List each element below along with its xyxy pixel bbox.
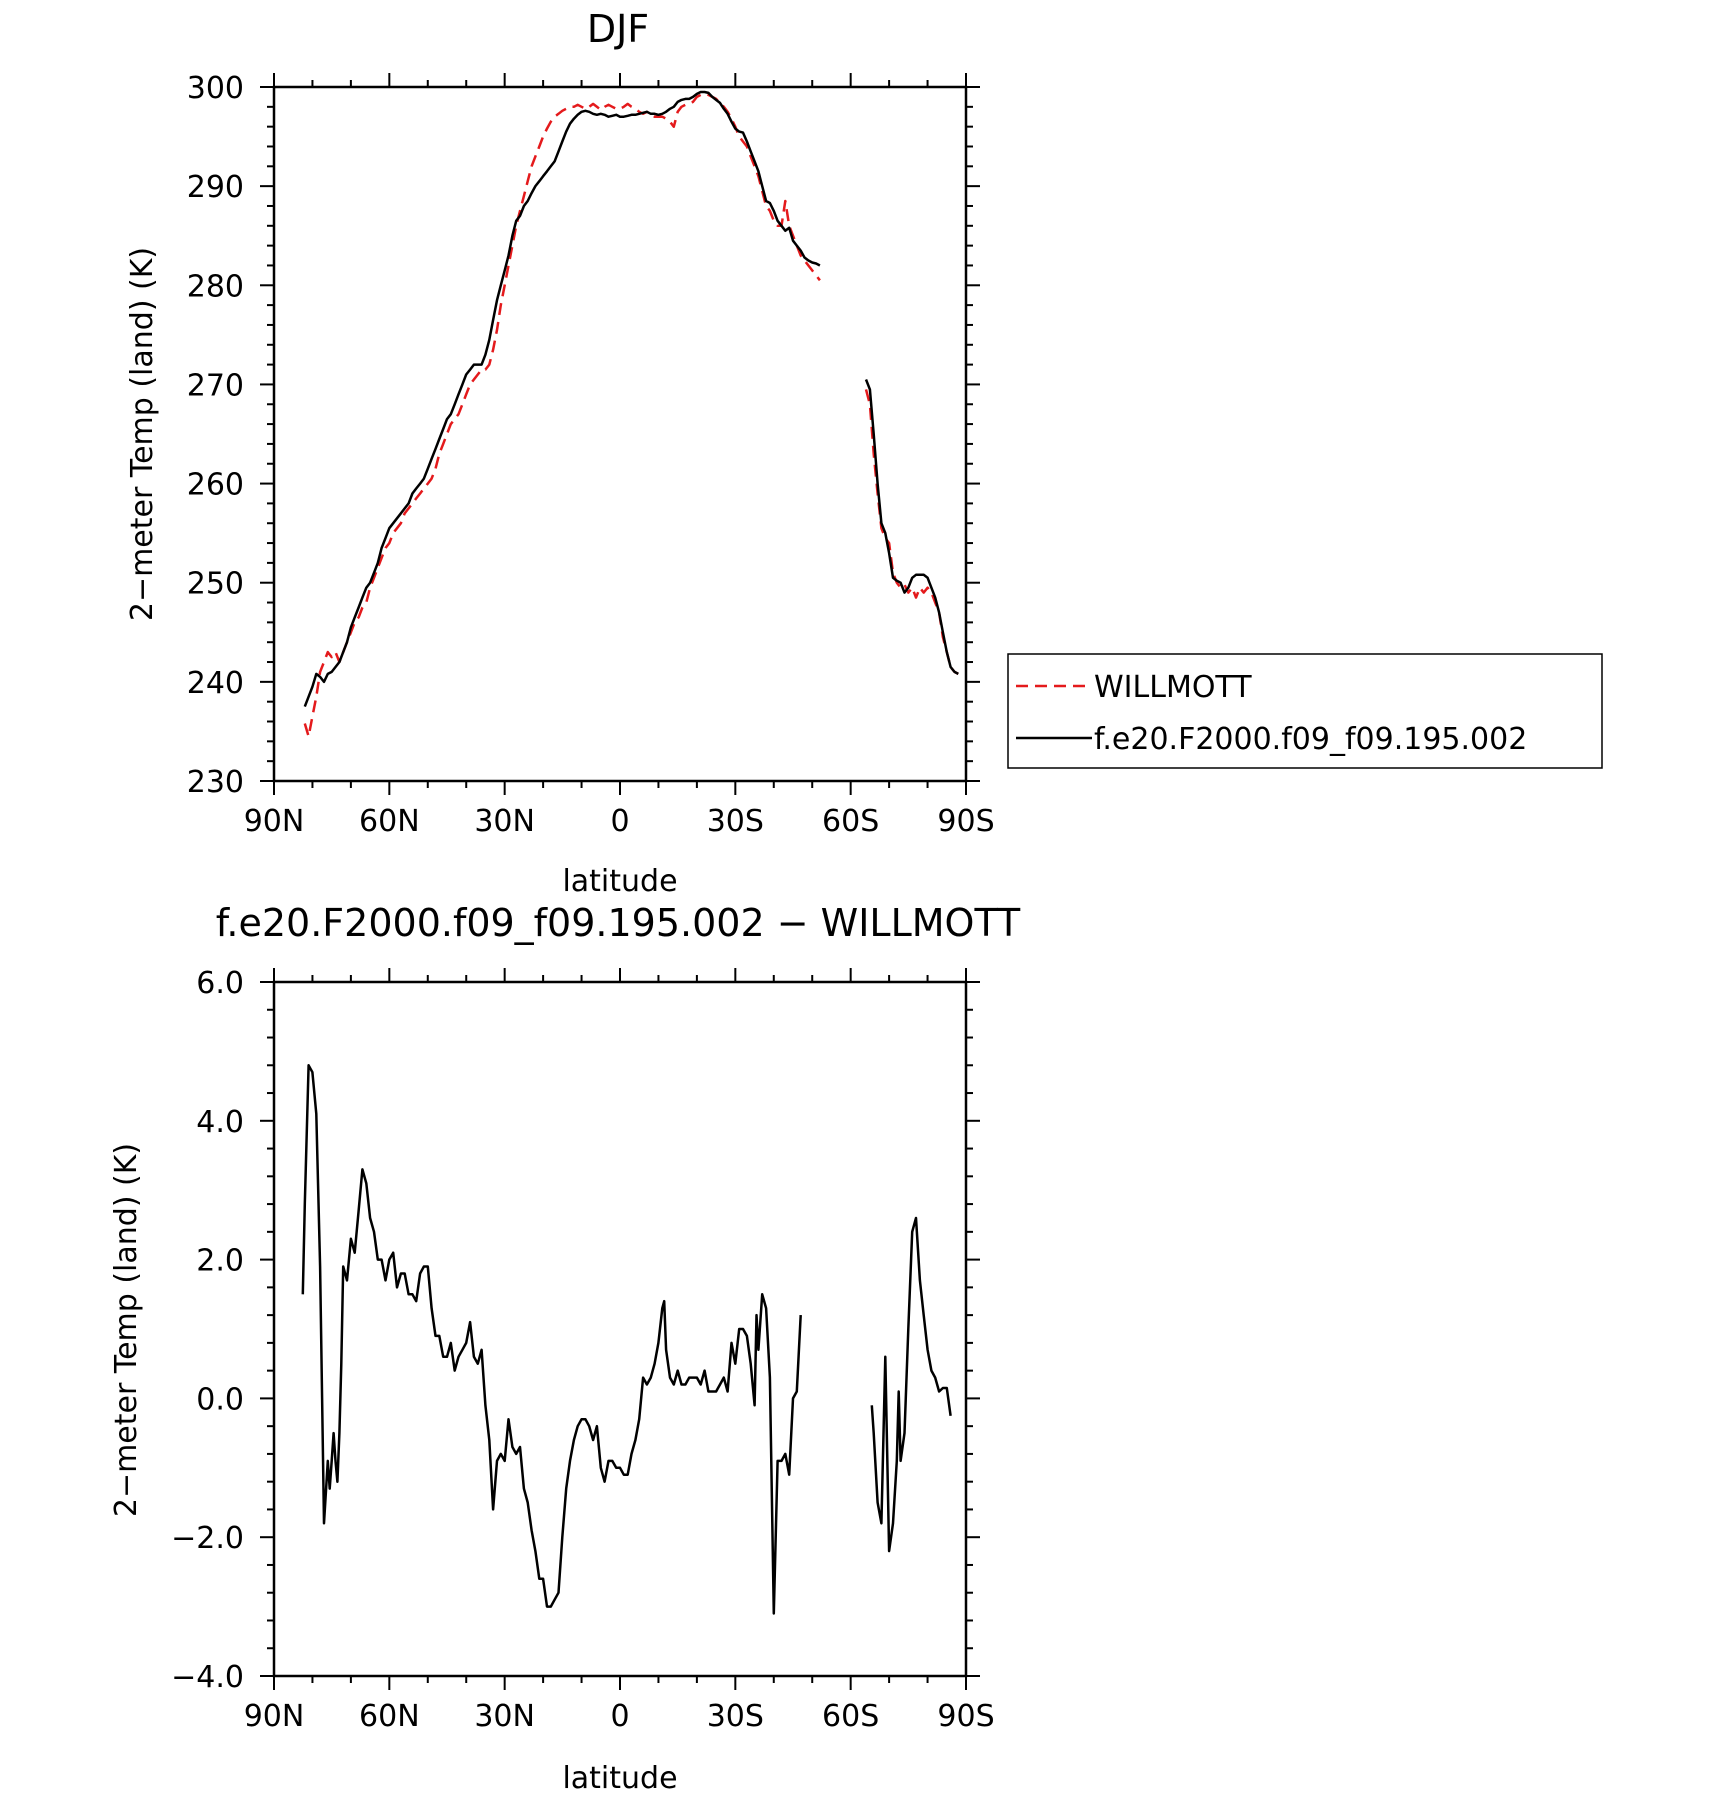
bottom-chart-xtick-label: 60S (822, 1699, 879, 1734)
top-chart-series-0-segment-0 (303, 92, 821, 738)
legend-box (1007, 653, 1603, 769)
top-chart-series-1-segment-0 (303, 90, 821, 708)
top-chart-xtick-label: 0 (610, 804, 629, 839)
bottom-chart: f.e20.F2000.f09_f09.195.002 − WILLMOTT 9… (109, 901, 1021, 1794)
bottom-chart-xlabel: latitude (562, 1761, 677, 1794)
top-chart-ytick-label: 300 (187, 71, 244, 106)
bottom-chart-ytick-label: −2.0 (171, 1521, 244, 1556)
top-chart-frame (272, 85, 968, 783)
top-chart-xtick-label: 60N (359, 804, 420, 839)
top-chart-xtick-label: 30S (707, 804, 764, 839)
bottom-chart-ytick-label: 0.0 (196, 1382, 244, 1417)
bottom-chart-xtick-label: 30N (474, 1699, 535, 1734)
top-chart-ylabel: 2−meter Temp (land) (K) (125, 247, 160, 621)
bottom-chart-frame (272, 980, 968, 1678)
top-chart-ytick-label: 240 (187, 666, 244, 701)
bottom-chart-xtick-label: 0 (610, 1699, 629, 1734)
top-chart-xtick-label: 30N (474, 804, 535, 839)
bottom-chart-xtick-label: 90S (937, 1699, 994, 1734)
top-chart-xtick-label: 60S (822, 804, 879, 839)
top-chart-series (303, 90, 959, 738)
top-chart-ytick-label: 260 (187, 468, 244, 503)
top-chart-xtick-label: 90S (937, 804, 994, 839)
bottom-chart-series-0-segment-1 (870, 1216, 952, 1553)
bottom-chart-ytick-label: 4.0 (196, 1105, 244, 1140)
bottom-chart-ytick-label: 2.0 (196, 1244, 244, 1279)
bottom-chart-series-0-segment-0 (301, 1064, 802, 1615)
top-chart-title: DJF (587, 7, 649, 51)
top-chart-ytick-label: 290 (187, 170, 244, 205)
top-chart-ytick-label: 280 (187, 269, 244, 304)
top-chart-ytick-label: 230 (187, 765, 244, 800)
legend: WILLMOTT f.e20.F2000.f09_f09.195.002 (1007, 653, 1603, 769)
bottom-chart-xtick-label: 90N (244, 1699, 305, 1734)
top-chart-xtick-label: 90N (244, 804, 305, 839)
top-chart: DJF 90N 60N 30N 0 30S 60S 90S 230 240 250 260 270 28… (125, 7, 995, 899)
bottom-chart-xtick-label: 60N (359, 1699, 420, 1734)
bottom-chart-ylabel: 2−meter Temp (land) (K) (109, 1143, 144, 1517)
bottom-chart-series (301, 1064, 952, 1615)
top-chart-series-0-segment-1 (864, 389, 959, 676)
top-chart-ytick-label: 270 (187, 368, 244, 403)
legend-label-willmott: WILLMOTT (1094, 670, 1252, 705)
top-chart-series-1-segment-1 (864, 379, 959, 676)
bottom-chart-title: f.e20.F2000.f09_f09.195.002 − WILLMOTT (216, 901, 1021, 945)
bottom-chart-xtick-label: 30S (707, 1699, 764, 1734)
bottom-chart-ytick-label: −4.0 (171, 1660, 244, 1695)
top-chart-xlabel: latitude (562, 864, 677, 899)
legend-label-model: f.e20.F2000.f09_f09.195.002 (1094, 722, 1527, 757)
bottom-chart-axes: 90N 60N 30N 0 30S 60S 90S −4.0 −2.0 0.0 2.0 4.0 6.0 (171, 966, 994, 1734)
top-chart-ytick-label: 250 (187, 567, 244, 602)
bottom-chart-ytick-label: 6.0 (196, 966, 244, 1001)
